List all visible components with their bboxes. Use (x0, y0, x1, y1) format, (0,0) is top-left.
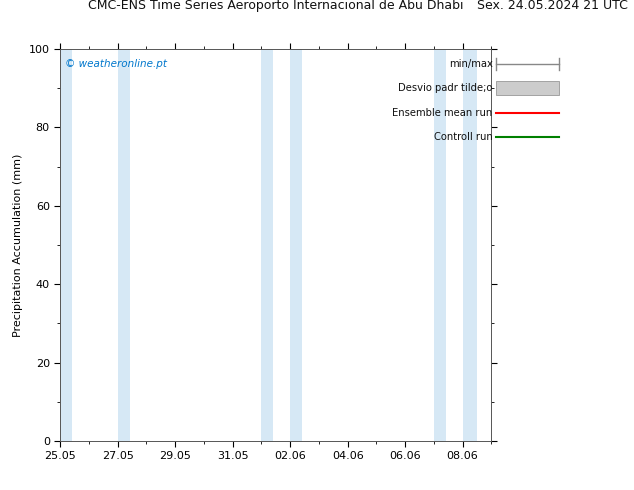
Text: © weatheronline.pt: © weatheronline.pt (65, 59, 167, 69)
Text: Controll run: Controll run (434, 132, 493, 142)
Text: min/max: min/max (449, 59, 493, 69)
Bar (60, 49, 72, 441)
Bar (261, 49, 273, 441)
Bar (118, 49, 130, 441)
Text: CMC-ENS Time Series Aeroporto Internacional de Abu Dhabi: CMC-ENS Time Series Aeroporto Internacio… (88, 0, 463, 12)
Text: Ensemble mean run: Ensemble mean run (392, 108, 493, 118)
Bar (290, 49, 302, 441)
Text: Sex. 24.05.2024 21 UTC: Sex. 24.05.2024 21 UTC (477, 0, 628, 12)
Bar (463, 49, 477, 441)
Y-axis label: Precipitation Accumulation (mm): Precipitation Accumulation (mm) (13, 153, 23, 337)
Text: Desvio padr tilde;o: Desvio padr tilde;o (398, 83, 493, 93)
Bar (434, 49, 446, 441)
